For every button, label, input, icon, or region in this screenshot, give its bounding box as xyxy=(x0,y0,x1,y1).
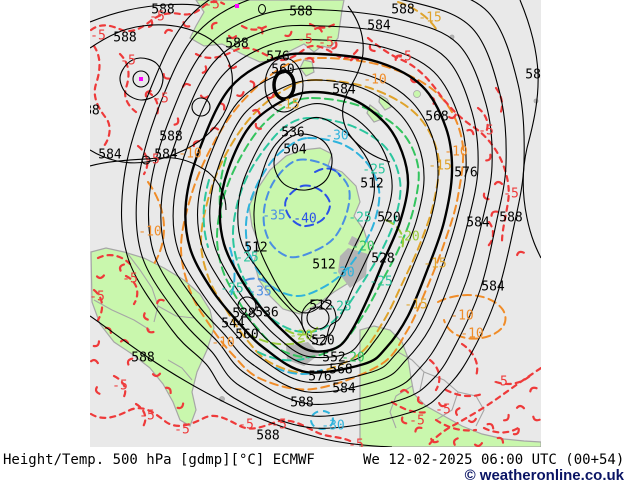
credit-watermark: © weatheronline.co.uk xyxy=(464,467,624,484)
map-caption-parameter: Height/Temp. 500 hPa [gdmp][°C] ECMWF xyxy=(3,452,315,468)
map-caption-datetime: We 12-02-2025 06:00 UTC (00+54) xyxy=(363,452,625,468)
weather-map: 5885885885845885885885885845845685765845… xyxy=(90,0,541,447)
contour-map-canvas xyxy=(90,0,541,447)
